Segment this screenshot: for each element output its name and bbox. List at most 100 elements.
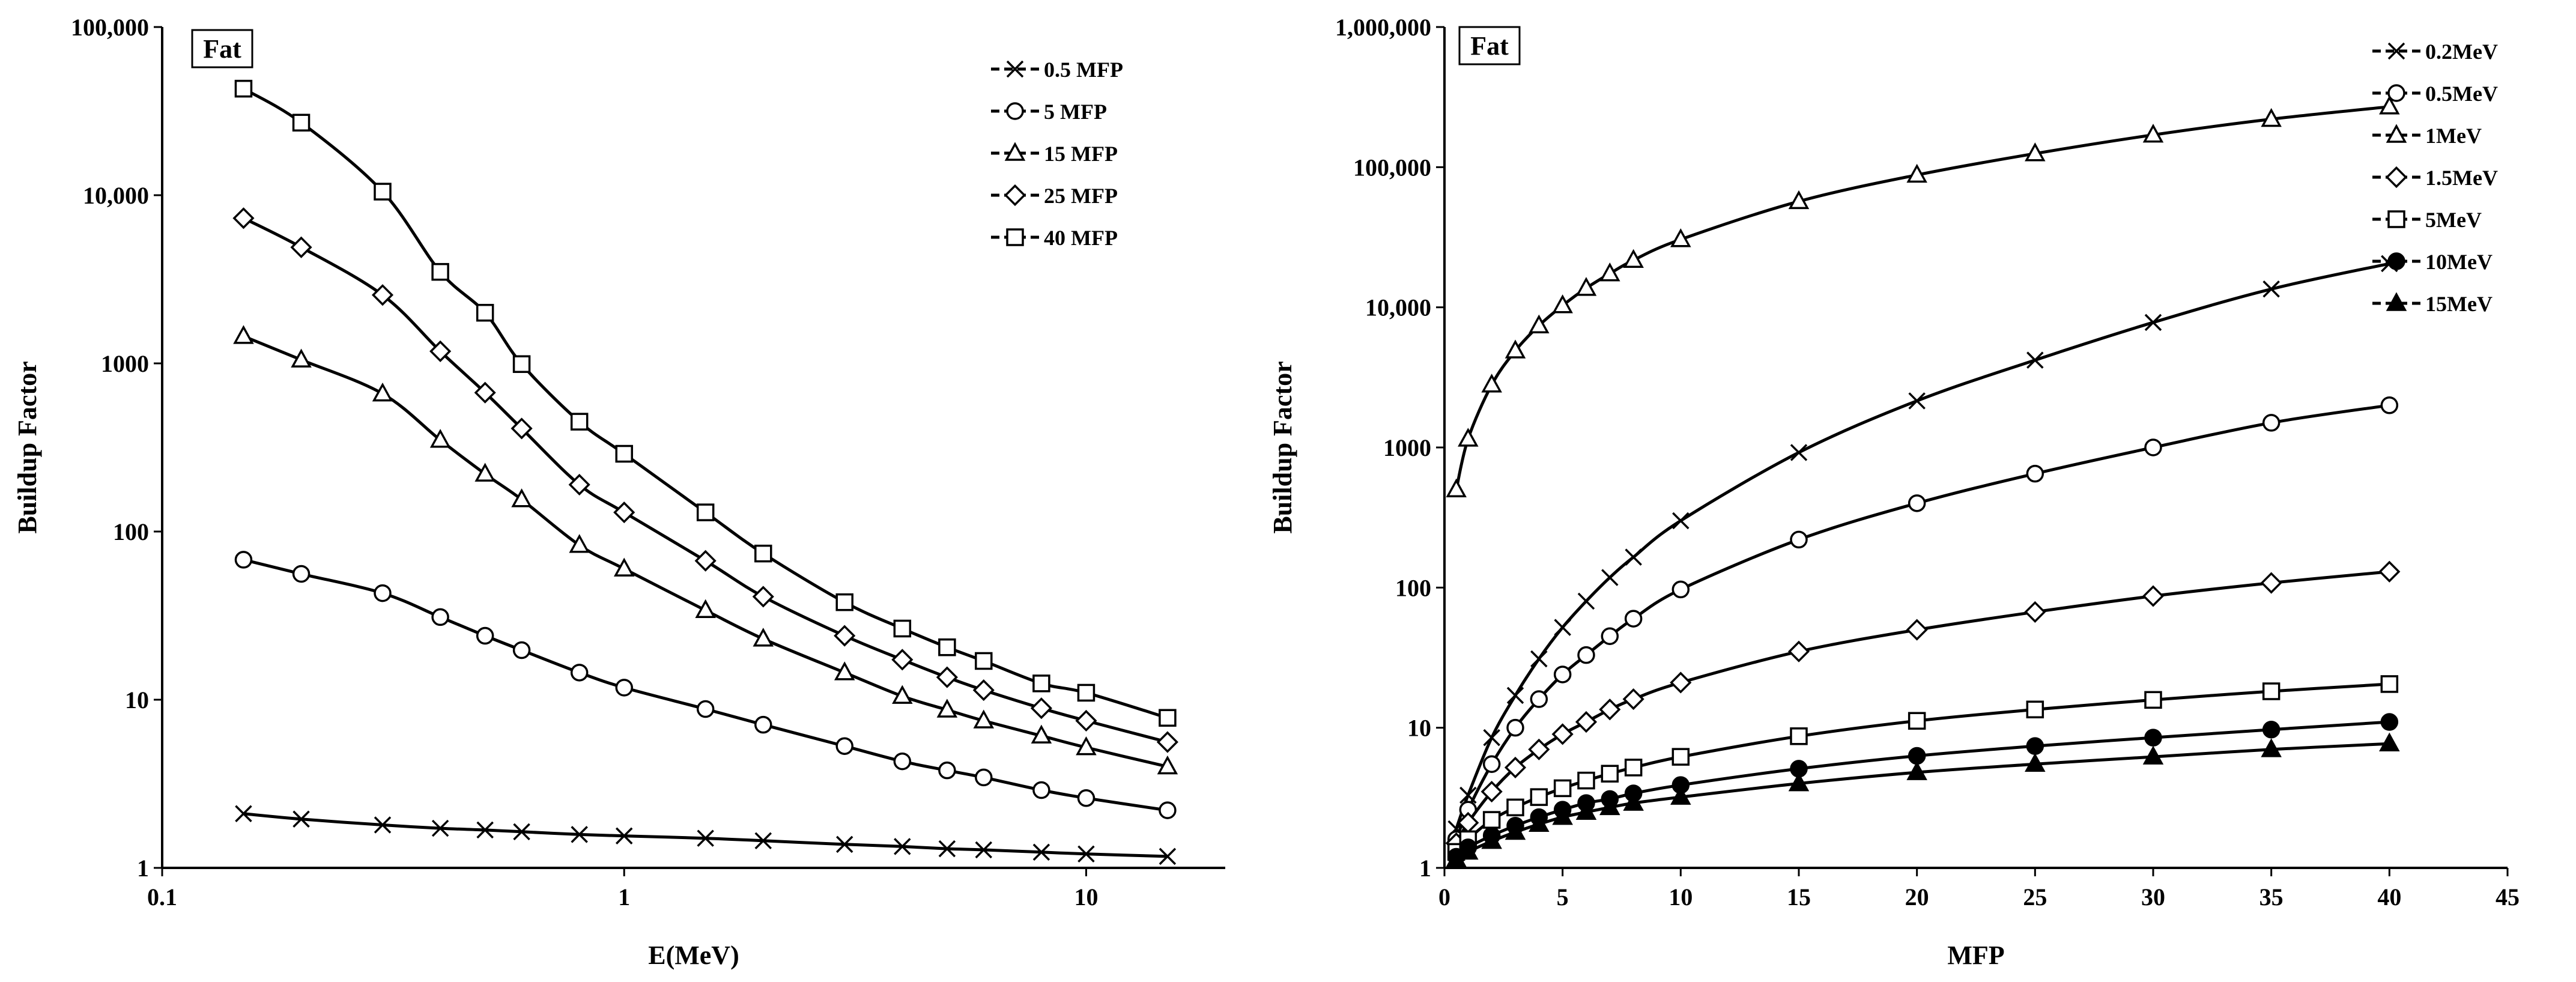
data-point xyxy=(1506,718,1524,737)
data-point xyxy=(834,661,855,680)
data-point xyxy=(1505,820,1526,840)
data-point xyxy=(2144,691,2162,709)
data-point xyxy=(1529,314,1550,333)
data-point xyxy=(431,819,449,837)
data-point xyxy=(476,303,494,322)
legend-item: 25 MFP xyxy=(991,184,1118,208)
data-point xyxy=(892,685,913,704)
axes xyxy=(161,27,1225,869)
data-point xyxy=(752,586,774,608)
y-tick-label: 10,000 xyxy=(1365,294,1431,321)
legend-marker xyxy=(1006,228,1024,246)
data-point xyxy=(1031,724,1052,744)
legend-item: 0.2MeV xyxy=(2372,40,2498,64)
data-point xyxy=(1787,640,1810,662)
x-tick-label: 10 xyxy=(1074,883,1098,911)
data-point xyxy=(232,207,255,229)
data-point xyxy=(2262,280,2280,298)
data-point xyxy=(2026,700,2044,719)
data-point xyxy=(1906,761,1927,780)
series-1mev xyxy=(1446,95,2400,498)
y-tick: 1,000,000 xyxy=(1335,14,1444,41)
y-tick: 10 xyxy=(1407,715,1444,742)
x-tick-label: 45 xyxy=(2496,883,2520,911)
data-point xyxy=(1482,755,1501,773)
data-point xyxy=(1599,262,1620,282)
y-tick-label: 10 xyxy=(1407,715,1431,742)
data-point xyxy=(1030,697,1052,720)
data-point xyxy=(1623,249,1644,268)
data-point xyxy=(431,608,449,626)
y-tick-label: 100 xyxy=(113,518,149,545)
title-box-text: Fat xyxy=(1470,31,1509,61)
x-tick: 10 xyxy=(1668,868,1693,911)
data-point xyxy=(1908,494,1926,512)
legend-label: 40 MFP xyxy=(1044,226,1118,250)
data-point xyxy=(1529,813,1550,832)
x-tick: 5 xyxy=(1557,868,1569,911)
data-point xyxy=(569,534,590,553)
x-tick: 20 xyxy=(1905,868,1929,911)
data-point xyxy=(1575,711,1598,733)
data-point xyxy=(2142,745,2164,765)
x-ticks: 0.1 1 10 xyxy=(147,868,1098,911)
data-point xyxy=(1506,798,1524,817)
data-point xyxy=(1159,801,1177,819)
data-point xyxy=(2026,464,2044,483)
data-point xyxy=(511,417,533,440)
data-point xyxy=(1530,788,1548,806)
data-point xyxy=(1599,796,1620,816)
series-15mev xyxy=(1446,732,2400,867)
series-1.5mev xyxy=(1445,560,2401,854)
data-point xyxy=(936,699,958,718)
data-point xyxy=(613,557,635,577)
data-point xyxy=(1554,619,1571,636)
data-point xyxy=(1624,610,1643,628)
data-point xyxy=(2380,396,2399,414)
legend-marker xyxy=(1006,102,1024,120)
data-point xyxy=(1553,665,1572,683)
legend-item: 10MeV xyxy=(2372,250,2493,274)
data-point xyxy=(615,827,633,844)
legend-marker xyxy=(1004,184,1026,207)
legend-marker xyxy=(2387,42,2405,60)
y-tick-label: 1 xyxy=(1419,855,1431,882)
data-point xyxy=(1159,847,1177,865)
title-box: Fat xyxy=(1458,26,1521,65)
data-point xyxy=(972,679,995,702)
data-point xyxy=(1601,765,1619,783)
legend-marker xyxy=(2387,84,2405,102)
y-tick: 1 xyxy=(1419,855,1444,882)
data-point xyxy=(938,840,956,858)
data-point xyxy=(374,584,392,602)
legend-label: 0.2MeV xyxy=(2425,40,2498,64)
y-tick: 1000 xyxy=(101,350,162,377)
data-point xyxy=(2026,351,2044,369)
data-point xyxy=(1577,592,1595,610)
data-point xyxy=(975,768,993,787)
data-point xyxy=(1530,650,1548,668)
data-point xyxy=(1157,755,1178,775)
data-point xyxy=(694,550,717,572)
data-point xyxy=(938,638,956,656)
y-tick: 10,000 xyxy=(83,182,162,209)
data-point xyxy=(1077,845,1095,863)
data-point xyxy=(1159,709,1177,727)
legend-label: 0.5 MFP xyxy=(1044,58,1123,82)
data-point xyxy=(1790,444,1808,461)
data-point xyxy=(1482,811,1501,829)
legend-item: 15 MFP xyxy=(991,142,1118,166)
y-tick: 1 xyxy=(137,855,162,882)
legend-label: 10MeV xyxy=(2425,250,2493,274)
x-tick-label: 40 xyxy=(2377,883,2401,911)
data-point xyxy=(1908,712,1926,730)
data-point xyxy=(513,823,530,841)
data-point xyxy=(372,382,393,402)
data-point xyxy=(1906,163,1927,183)
data-point xyxy=(571,826,588,843)
data-point xyxy=(2144,314,2162,332)
data-point xyxy=(233,325,254,344)
y-tick: 10,000 xyxy=(1365,294,1444,321)
